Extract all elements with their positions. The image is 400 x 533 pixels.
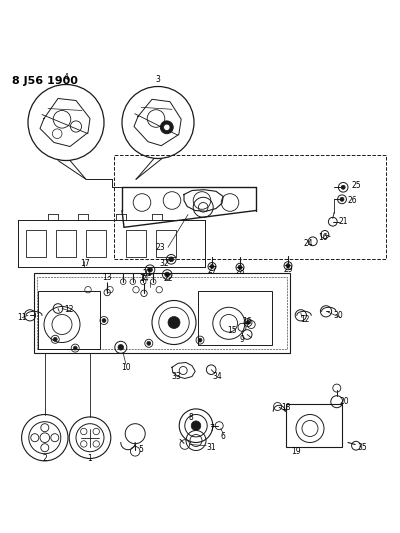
Circle shape (286, 264, 290, 268)
Text: 16: 16 (242, 317, 252, 326)
Circle shape (168, 317, 180, 328)
Bar (198, 290, 272, 344)
Text: 4: 4 (64, 73, 68, 82)
Text: 8: 8 (189, 413, 194, 422)
Circle shape (169, 257, 174, 262)
Circle shape (147, 341, 151, 345)
Text: 34: 34 (212, 372, 222, 381)
Text: 7: 7 (210, 424, 214, 433)
Bar (38, 290, 100, 349)
Text: 19: 19 (291, 447, 301, 456)
Text: 35: 35 (357, 443, 367, 452)
Text: 13: 13 (102, 273, 112, 282)
Circle shape (73, 346, 77, 350)
Circle shape (160, 121, 173, 134)
Circle shape (340, 197, 344, 201)
Text: 33: 33 (171, 372, 181, 381)
Circle shape (165, 272, 170, 277)
Text: 8 J56 1900: 8 J56 1900 (12, 76, 78, 85)
Text: 17: 17 (80, 259, 90, 268)
Text: 5: 5 (138, 445, 143, 454)
Text: 1: 1 (88, 454, 92, 463)
Text: 9: 9 (240, 335, 245, 344)
Text: 15: 15 (227, 326, 237, 335)
Circle shape (191, 421, 201, 431)
Text: 31: 31 (206, 443, 216, 452)
Circle shape (341, 185, 345, 189)
Text: 29: 29 (283, 265, 293, 274)
Circle shape (148, 268, 152, 272)
Text: 32: 32 (159, 259, 169, 268)
Bar (126, 230, 146, 257)
Circle shape (238, 265, 242, 269)
Text: 24: 24 (304, 239, 314, 248)
Bar (56, 230, 76, 257)
Bar (26, 230, 46, 257)
Text: 3: 3 (156, 75, 160, 84)
Text: 21: 21 (338, 217, 348, 226)
Text: 2: 2 (42, 454, 47, 463)
Bar (114, 155, 386, 259)
Circle shape (210, 264, 214, 269)
Text: 21: 21 (142, 269, 152, 278)
Bar (156, 230, 176, 257)
Text: 22: 22 (163, 274, 173, 283)
Text: 12: 12 (64, 305, 74, 314)
Bar (37, 277, 287, 349)
Bar (286, 404, 342, 447)
Text: 26: 26 (348, 196, 358, 205)
Circle shape (164, 124, 170, 131)
Text: 11: 11 (17, 313, 27, 322)
Circle shape (102, 319, 106, 322)
Text: 10: 10 (121, 363, 131, 372)
Text: 23: 23 (155, 243, 165, 252)
Circle shape (198, 338, 202, 342)
Text: 6: 6 (221, 432, 226, 441)
Circle shape (53, 337, 57, 341)
Text: 25: 25 (352, 181, 362, 190)
Bar (34, 273, 290, 352)
Text: 27: 27 (207, 266, 217, 275)
Text: 30: 30 (334, 311, 343, 320)
Text: 12: 12 (300, 315, 310, 324)
Text: 28: 28 (235, 267, 245, 276)
Text: 20: 20 (339, 397, 349, 406)
Text: 16: 16 (318, 233, 328, 242)
Text: 14: 14 (139, 274, 149, 283)
Circle shape (246, 320, 250, 325)
Bar (86, 230, 106, 257)
Circle shape (118, 344, 124, 350)
Text: 18: 18 (281, 403, 290, 412)
